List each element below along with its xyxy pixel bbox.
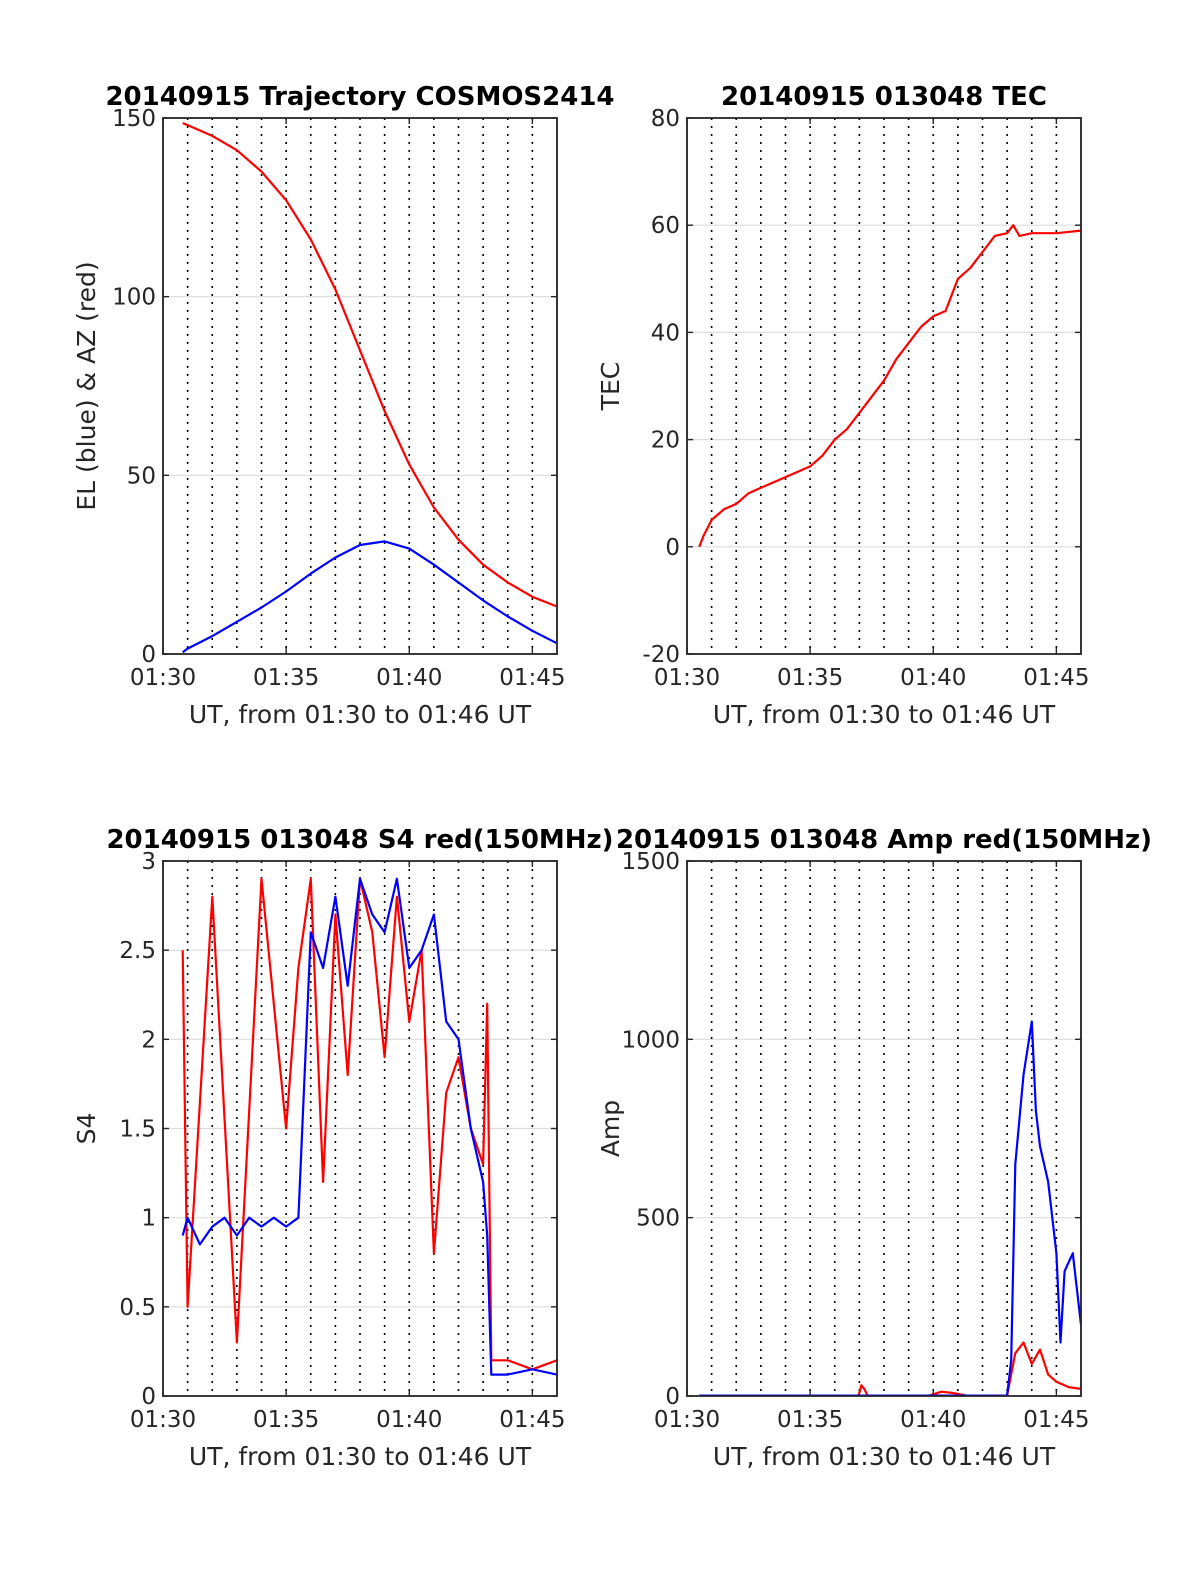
- x-tick-label: 01:30: [654, 1407, 720, 1433]
- y-tick-label: 60: [651, 213, 680, 239]
- y-tick-label: 100: [112, 285, 156, 311]
- y-tick-label: 1.5: [119, 1117, 156, 1143]
- red-series-line: [698, 224, 1081, 548]
- y-tick-label: -20: [642, 642, 680, 668]
- panel-s4: 0 0.5 1 1.5 2 2.5 3 01:30 01:35 01:40 01:45 2014091…: [72, 825, 614, 1471]
- x-tick-label: 01:35: [777, 665, 843, 691]
- x-tick-label: 01:40: [900, 1407, 966, 1433]
- y-tick-label: 3: [141, 849, 156, 875]
- y-tick-label: 2: [141, 1027, 156, 1053]
- y-tick-label: 0.5: [119, 1295, 156, 1321]
- x-axis-label: UT, from 01:30 to 01:46 UT: [189, 700, 532, 729]
- x-tick-label: 01:30: [130, 1407, 196, 1433]
- y-tick-label: 500: [636, 1206, 680, 1232]
- y-axis-label: TEC: [596, 362, 625, 412]
- panel-trajectory: 0 50 100 150 01:30 01:35 01:40 01:45 20140915 Tr…: [72, 82, 615, 729]
- axes-frame: [686, 860, 1082, 1397]
- y-tick-label: 0: [665, 1384, 680, 1410]
- y-tick-label: 80: [651, 106, 680, 132]
- chart-title: 20140915 Trajectory COSMOS2414: [105, 82, 614, 112]
- y-tick-label: 150: [112, 106, 156, 132]
- axes-frame: [686, 117, 1082, 655]
- blue-series-line: [181, 877, 557, 1376]
- x-axis-label: UT, from 01:30 to 01:46 UT: [189, 1442, 532, 1471]
- x-tick-label: 01:45: [499, 1407, 565, 1433]
- x-tick-label: 01:40: [376, 1407, 442, 1433]
- y-tick-label: 1: [141, 1206, 156, 1232]
- x-axis-label: UT, from 01:30 to 01:46 UT: [713, 700, 1056, 729]
- y-axis-label: Amp: [596, 1100, 625, 1157]
- x-tick-label: 01:45: [1023, 1407, 1089, 1433]
- y-tick-label: 1500: [621, 849, 680, 875]
- y-tick-label: 40: [651, 320, 680, 346]
- y-tick-label: 0: [141, 642, 156, 668]
- y-axis-label: EL (blue) & AZ (red): [72, 261, 101, 510]
- chart-title: 20140915 013048 Amp red(150MHz): [616, 825, 1152, 855]
- x-axis-label: UT, from 01:30 to 01:46 UT: [713, 1442, 1056, 1471]
- x-tick-label: 01:45: [1023, 665, 1089, 691]
- y-tick-label: 50: [127, 463, 156, 489]
- y-tick-label: 1000: [621, 1027, 680, 1053]
- y-tick-label: 2.5: [119, 938, 156, 964]
- blue-series-line: [182, 540, 557, 654]
- panel-amp: 0 500 1000 1500 01:30 01:35 01:40 01:45 20140915…: [596, 825, 1152, 1471]
- x-tick-label: 01:30: [654, 665, 720, 691]
- chart-title: 20140915 013048 TEC: [721, 82, 1047, 112]
- x-tick-label: 01:35: [253, 665, 319, 691]
- x-tick-label: 01:40: [376, 665, 442, 691]
- y-axis-label: S4: [72, 1113, 101, 1145]
- x-tick-label: 01:40: [900, 665, 966, 691]
- y-tick-label: 0: [141, 1384, 156, 1410]
- x-tick-label: 01:35: [253, 1407, 319, 1433]
- red-series-line: [182, 121, 557, 608]
- panel-tec: -20 0 20 40 60 80 01:30 01:35 01:40 01:45 20140915…: [596, 82, 1090, 729]
- chart-title: 20140915 013048 S4 red(150MHz): [106, 825, 613, 855]
- axes-frame: [162, 117, 558, 655]
- y-tick-label: 0: [665, 535, 680, 561]
- x-tick-label: 01:35: [777, 1407, 843, 1433]
- x-tick-label: 01:30: [130, 665, 196, 691]
- blue-series-line: [699, 1020, 1081, 1396]
- x-tick-label: 01:45: [499, 665, 565, 691]
- red-series-line: [181, 877, 557, 1371]
- y-tick-label: 20: [651, 428, 680, 454]
